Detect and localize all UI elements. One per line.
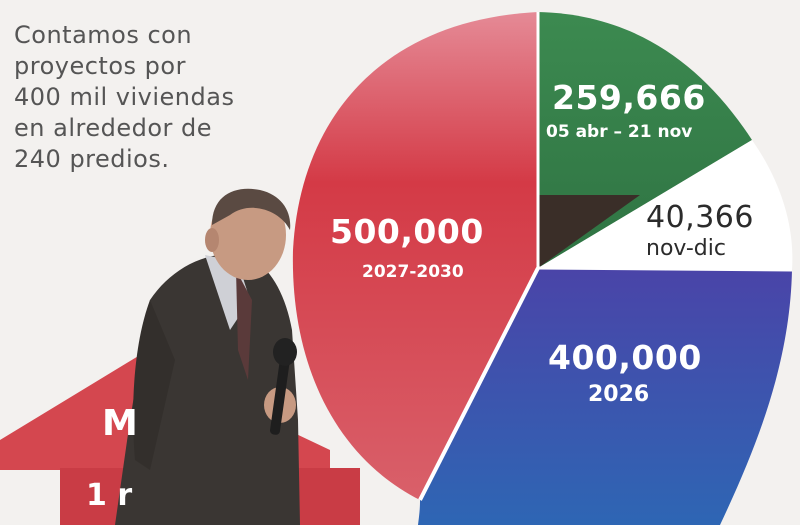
pie-slice-40366 [538, 140, 793, 270]
pie-slice-400000 [418, 268, 792, 525]
slice-value-500000: 500,000 [330, 212, 484, 251]
intro-line: en alrededor de [14, 114, 212, 142]
pie-slice-500000 [292, 12, 538, 500]
arrow-text-bottom: 1 r [86, 478, 133, 513]
slice-value-259666: 259,666 [552, 78, 706, 117]
pie-divider-line-2 [537, 266, 793, 272]
slice-period-abr-nov: 05 abr – 21 nov [546, 122, 693, 142]
pie-slice-40366-shadow [538, 195, 640, 268]
intro-line: 240 predios. [14, 145, 170, 173]
intro-line: proyectos por [14, 52, 186, 80]
slice-value-400000: 400,000 [548, 338, 702, 377]
pie-divider-line [418, 267, 540, 501]
slice-period-nov-dic: nov-dic [646, 236, 726, 261]
arrow-text-top: M [102, 403, 139, 444]
intro-text: Contamos con proyectos por 400 mil vivie… [14, 20, 274, 175]
presenter-figure [115, 188, 300, 525]
slice-period-2026: 2026 [588, 382, 650, 407]
intro-line: 400 mil viviendas [14, 83, 235, 111]
intro-line: Contamos con [14, 21, 193, 49]
slice-value-40366: 40,366 [646, 200, 754, 235]
slice-period-2027-2030: 2027-2030 [362, 262, 464, 282]
